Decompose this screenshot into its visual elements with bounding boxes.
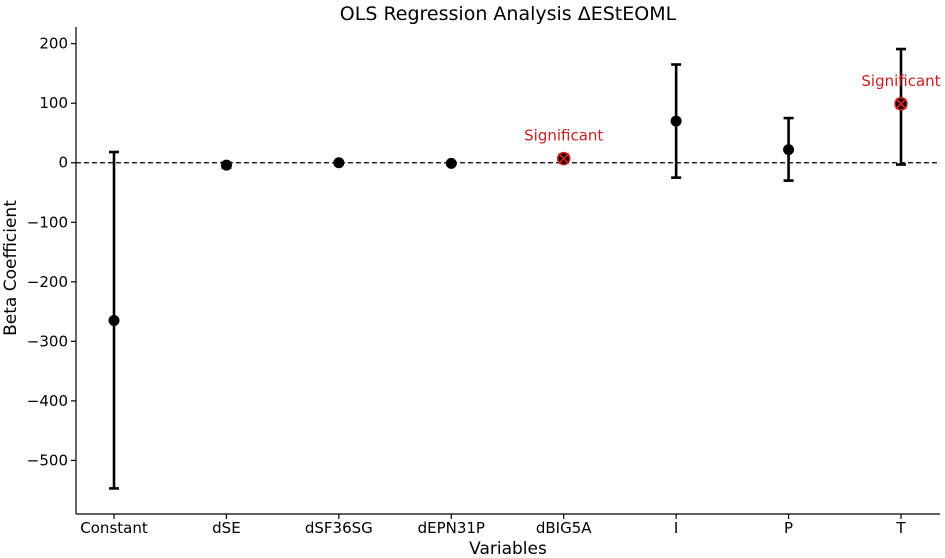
y-tick-label: −300 <box>27 332 68 350</box>
x-axis-title: Variables <box>469 539 547 558</box>
significant-cross <box>558 152 570 165</box>
y-tick-label: 0 <box>58 154 68 172</box>
x-tick-label: P <box>784 519 793 537</box>
y-tick-label: 200 <box>39 35 68 53</box>
x-tick-label: T <box>895 519 906 537</box>
significant-annotation: Significant <box>861 72 940 90</box>
data-point <box>445 157 457 169</box>
data-point <box>670 115 682 127</box>
data-point <box>783 144 795 156</box>
significant-marker <box>556 151 571 166</box>
x-tick-label: Constant <box>80 519 148 537</box>
y-tick-label: −100 <box>27 213 68 231</box>
y-axis-title: Beta Coefficient <box>1 200 21 336</box>
x-tick-label: dBIG5A <box>536 519 592 537</box>
plot-area: 200 100 0 −100 −200 −300 −400 −500 Constant dSE dS… <box>27 27 941 537</box>
significant-annotation: Significant <box>524 127 603 145</box>
x-tick-label: I <box>674 519 678 537</box>
x-tick-label: dSF36SG <box>305 519 373 537</box>
y-tick-label: 100 <box>39 94 68 112</box>
data-point <box>220 159 232 171</box>
data-point <box>108 315 120 327</box>
data-point <box>333 157 345 169</box>
x-tick-label: dSE <box>212 519 241 537</box>
x-tick-label: dEPN31P <box>418 519 485 537</box>
y-tick-label: −200 <box>27 273 68 291</box>
chart-title: OLS Regression Analysis ΔEStEOML <box>340 3 677 25</box>
y-tick-label: −400 <box>27 392 68 410</box>
y-tick-label: −500 <box>27 451 68 469</box>
significant-marker <box>894 97 908 111</box>
significant-cross <box>895 98 907 110</box>
